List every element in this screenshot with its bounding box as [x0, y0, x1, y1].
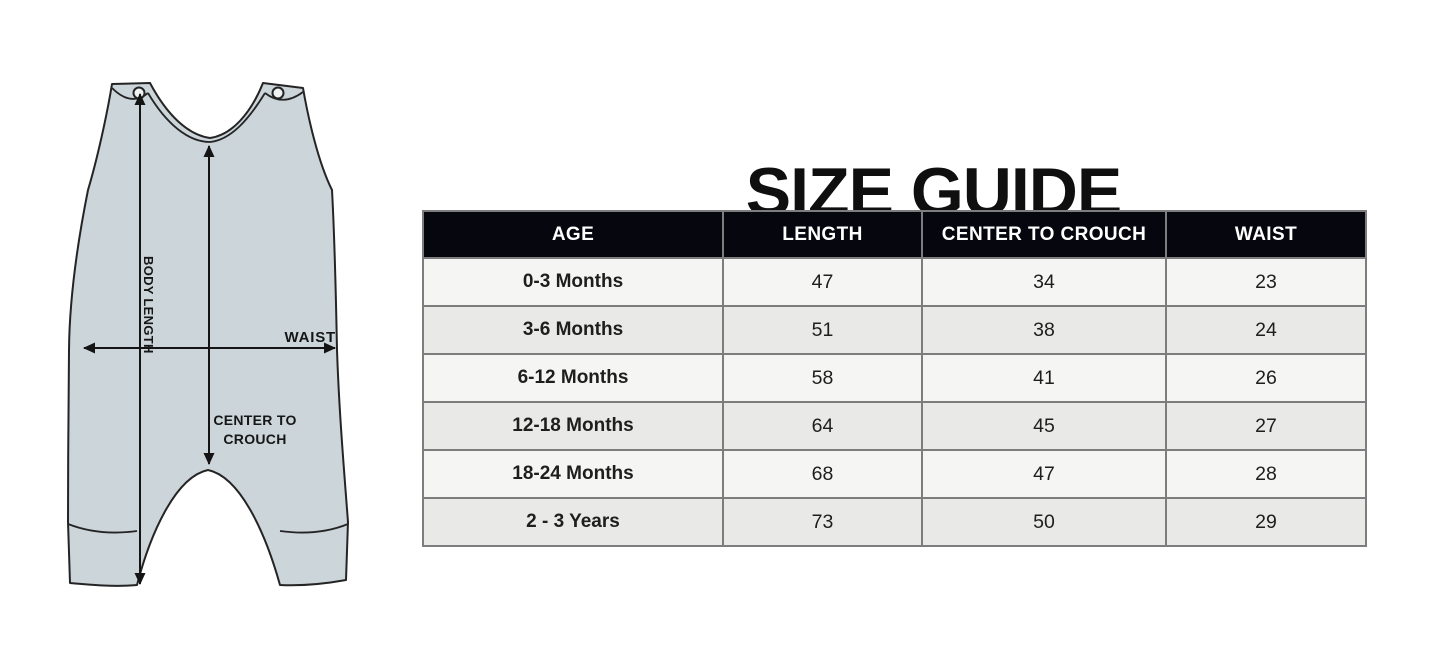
right-cuff-line	[279, 523, 349, 534]
length-cell: 51	[722, 305, 923, 355]
waist-cell: 27	[1165, 401, 1367, 451]
table-row: 3-6 Months 51 38 24	[422, 305, 1367, 355]
length-cell: 73	[722, 497, 923, 547]
table-row: 12-18 Months 64 45 27	[422, 401, 1367, 451]
waist-label: WAIST	[285, 329, 337, 346]
table-row: 18-24 Months 68 47 28	[422, 449, 1367, 499]
age-cell: 6-12 Months	[422, 353, 724, 403]
column-header-waist: WAIST	[1165, 210, 1367, 259]
center-to-crouch-cell: 45	[921, 401, 1167, 451]
center-to-crouch-label-line1: CENTER TO	[213, 412, 296, 428]
column-header-length: LENGTH	[722, 210, 923, 259]
waist-cell: 29	[1165, 497, 1367, 547]
right-strap-fold-line	[264, 91, 304, 101]
age-cell: 12-18 Months	[422, 401, 724, 451]
column-header-age: AGE	[422, 210, 724, 259]
center-to-crouch-label-line2: CROUCH	[223, 431, 286, 447]
age-cell: 18-24 Months	[422, 449, 724, 499]
age-cell: 2 - 3 Years	[422, 497, 724, 547]
romper-diagram-svg: BODY LENGTH WAIST CENTER TO CROUCH	[67, 82, 349, 587]
romper-measurement-diagram: BODY LENGTH WAIST CENTER TO CROUCH	[55, 45, 375, 605]
left-cuff-line	[67, 523, 138, 534]
age-cell: 3-6 Months	[422, 305, 724, 355]
length-cell: 64	[722, 401, 923, 451]
neckline-binding-line	[147, 92, 266, 143]
center-to-crouch-cell: 34	[921, 257, 1167, 307]
length-cell: 68	[722, 449, 923, 499]
size-guide-table: AGE LENGTH CENTER TO CROUCH WAIST 0-3 Mo…	[422, 210, 1367, 547]
right-snap-button	[271, 86, 285, 100]
age-cell: 0-3 Months	[422, 257, 724, 307]
waist-cell: 26	[1165, 353, 1367, 403]
waist-cell: 28	[1165, 449, 1367, 499]
table-row: 0-3 Months 47 34 23	[422, 257, 1367, 307]
body-length-label: BODY LENGTH	[141, 256, 156, 354]
center-to-crouch-cell: 47	[921, 449, 1167, 499]
table-row: 6-12 Months 58 41 26	[422, 353, 1367, 403]
center-to-crouch-cell: 38	[921, 305, 1167, 355]
waist-cell: 24	[1165, 305, 1367, 355]
table-header-row: AGE LENGTH CENTER TO CROUCH WAIST	[422, 210, 1367, 259]
center-to-crouch-cell: 41	[921, 353, 1167, 403]
center-to-crouch-cell: 50	[921, 497, 1167, 547]
waist-cell: 23	[1165, 257, 1367, 307]
length-cell: 47	[722, 257, 923, 307]
table-row: 2 - 3 Years 73 50 29	[422, 497, 1367, 547]
column-header-center-to-crouch: CENTER TO CROUCH	[921, 210, 1167, 259]
length-cell: 58	[722, 353, 923, 403]
